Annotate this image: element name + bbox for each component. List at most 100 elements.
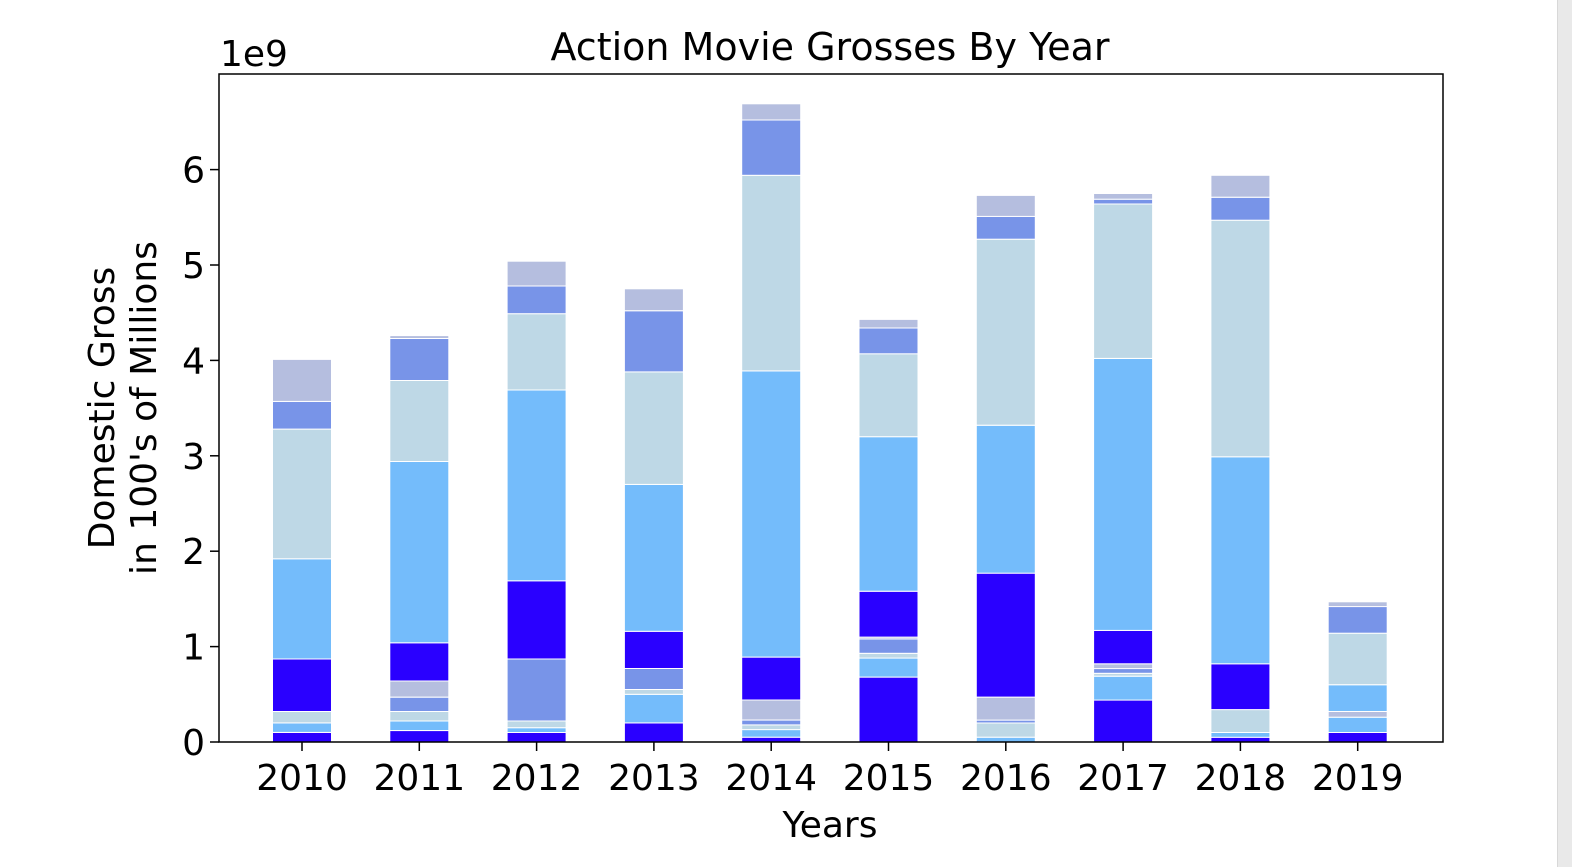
bar-segment-2012-7 — [506, 313, 567, 391]
bar-segment-2016-4 — [975, 696, 1036, 721]
bar-segment-2012-9 — [506, 260, 567, 287]
bar-segment-2012-1 — [506, 732, 567, 743]
bar-segment-2019-1 — [1327, 732, 1388, 743]
bar-segment-2012-6 — [506, 389, 567, 582]
bar-segment-2012-4 — [506, 658, 567, 722]
x-tick-label-2011: 2011 — [373, 758, 465, 799]
bar-segment-2018-2 — [1210, 732, 1271, 738]
y-axis: 0 1 2 3 4 5 6 — [182, 151, 219, 764]
chart-title: Action Movie Grosses By Year — [550, 25, 1109, 69]
bar-segment-2019-6 — [1327, 606, 1388, 634]
bar-segment-2013-4 — [623, 668, 684, 690]
bar-segment-2017-7 — [1093, 358, 1154, 631]
y-tick-label-5: 5 — [182, 246, 205, 287]
bar-segment-2012-3 — [506, 720, 567, 729]
bar-segment-2018-7 — [1210, 196, 1271, 221]
bar-segment-2014-9 — [741, 119, 802, 176]
bar-segment-2019-7 — [1327, 601, 1388, 608]
bar-segment-2018-3 — [1210, 709, 1271, 733]
bar-segment-2013-2 — [623, 693, 684, 724]
x-tick-label-2018: 2018 — [1195, 758, 1287, 799]
bar-segment-2012-5 — [506, 580, 567, 660]
x-tick-label-2016: 2016 — [960, 758, 1052, 799]
bar-segment-2011-10 — [389, 335, 450, 340]
x-tick-label-2015: 2015 — [843, 758, 935, 799]
bar-segment-2011-3 — [389, 711, 450, 722]
y-tick-label-0: 0 — [182, 723, 205, 764]
bar-segment-2010-5 — [272, 558, 332, 660]
y-tick-label-3: 3 — [182, 437, 205, 478]
bar-segment-2015-7 — [858, 436, 919, 592]
bar-segment-2011-7 — [389, 461, 450, 644]
y-tick-label-1: 1 — [182, 628, 205, 669]
y-tick-label-4: 4 — [182, 341, 205, 382]
bar-segment-2010-4 — [272, 658, 332, 712]
bar-segment-2011-1 — [389, 730, 450, 743]
bar-segment-2013-8 — [623, 310, 684, 373]
bar-segment-2015-9 — [858, 327, 919, 355]
bar-segment-2011-9 — [389, 338, 450, 381]
bar-segment-2019-3 — [1327, 711, 1388, 718]
bar-segment-2011-2 — [389, 720, 450, 731]
bar-segment-2013-6 — [623, 483, 684, 632]
x-tick-label-2013: 2013 — [608, 758, 700, 799]
bar-segment-2014-3 — [741, 724, 802, 731]
x-tick-label-2012: 2012 — [491, 758, 583, 799]
bar-segment-2010-8 — [272, 358, 332, 402]
y-tick-label-2: 2 — [182, 532, 205, 573]
bar-segment-2018-4 — [1210, 663, 1271, 711]
bar-segment-2011-4 — [389, 696, 450, 713]
bar-segment-2011-6 — [389, 642, 450, 682]
bar-segment-2014-10 — [741, 103, 802, 121]
bar-segment-2013-9 — [623, 288, 684, 312]
bar-segment-2010-3 — [272, 711, 332, 724]
bar-segment-2017-6 — [1093, 629, 1154, 665]
bar-segment-2017-10 — [1093, 193, 1154, 200]
x-axis: 2010 2011 2012 2013 2014 2015 2016 2017 2018 2019 — [256, 742, 1404, 799]
bars-group — [272, 103, 1388, 743]
bar-segment-2016-8 — [975, 215, 1036, 240]
bar-segment-2015-2 — [858, 657, 919, 678]
bar-segment-2018-5 — [1210, 456, 1271, 665]
bar-segment-2016-9 — [975, 194, 1036, 217]
bar-segment-2018-6 — [1210, 219, 1271, 458]
bar-segment-2016-6 — [975, 424, 1036, 574]
bar-segment-2011-8 — [389, 379, 450, 462]
bar-segment-2010-6 — [272, 428, 332, 560]
bar-segment-2010-7 — [272, 400, 332, 430]
bar-segment-2015-1 — [858, 676, 919, 743]
window-scrollbar-edge — [1557, 0, 1572, 867]
bar-segment-2012-2 — [506, 727, 567, 734]
bar-segment-2017-8 — [1093, 203, 1154, 359]
bar-segment-2019-4 — [1327, 684, 1388, 712]
bar-segment-2019-2 — [1327, 716, 1388, 734]
bar-segment-2017-2 — [1093, 675, 1154, 701]
bar-segment-2015-4 — [858, 638, 919, 654]
bar-segment-2016-7 — [975, 238, 1036, 426]
bar-segment-2015-6 — [858, 590, 919, 638]
bar-segment-2018-8 — [1210, 174, 1271, 198]
bar-segment-2017-4 — [1093, 668, 1154, 674]
x-tick-label-2017: 2017 — [1077, 758, 1169, 799]
bar-segment-2015-8 — [858, 353, 919, 438]
bar-segment-2019-5 — [1327, 632, 1388, 686]
bar-segment-2015-3 — [858, 652, 919, 659]
bar-segment-2014-6 — [741, 656, 802, 701]
bar-segment-2012-8 — [506, 285, 567, 315]
bar-segment-2016-5 — [975, 572, 1036, 698]
x-tick-label-2010: 2010 — [256, 758, 348, 799]
bar-segment-2017-9 — [1093, 198, 1154, 205]
bar-segment-2017-1 — [1093, 699, 1154, 743]
x-axis-label: Years — [782, 805, 878, 846]
y-axis-label-line-2: in 100's of Millions — [124, 241, 165, 575]
bar-segment-2015-10 — [858, 318, 919, 329]
bar-segment-2013-3 — [623, 689, 684, 695]
bar-segment-2014-7 — [741, 370, 802, 658]
bar-segment-2010-2 — [272, 722, 332, 733]
x-tick-label-2019: 2019 — [1312, 758, 1404, 799]
bar-segment-2014-5 — [741, 699, 802, 721]
plot-frame — [218, 73, 1444, 743]
bar-segment-2011-5 — [389, 680, 450, 698]
y-axis-label-line-1: Domestic Gross — [82, 267, 123, 550]
